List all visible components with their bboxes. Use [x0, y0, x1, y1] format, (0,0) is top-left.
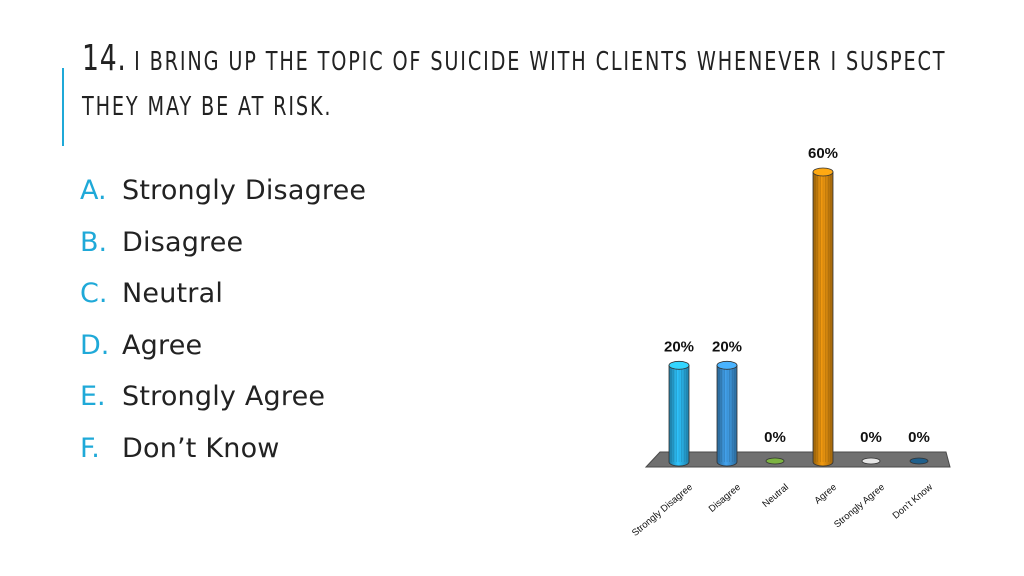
option-letter: D.: [80, 329, 110, 361]
category-label: Strongly Disagree: [630, 482, 695, 539]
option-label: Strongly Disagree: [122, 175, 367, 206]
bar-top: [812, 167, 834, 177]
option-label: Disagree: [122, 226, 244, 258]
data-label: 0%: [908, 429, 930, 446]
data-label: 20%: [712, 338, 742, 355]
bar-top: [716, 360, 738, 370]
option-label: Agree: [122, 329, 203, 361]
option-letter: F.: [80, 432, 100, 464]
category-label: Don’t Know: [891, 482, 935, 522]
option-e: E. Strongly Agree: [80, 374, 366, 426]
data-label: 60%: [808, 145, 838, 162]
category-label: Neutral: [760, 482, 791, 510]
question-text: I bring up the topic of suicide with cli…: [82, 47, 947, 122]
data-label: 20%: [664, 338, 694, 355]
category-label: Strongly Agree: [832, 482, 887, 530]
option-letter: B.: [80, 226, 108, 258]
option-letter: A.: [80, 175, 107, 206]
data-label: 0%: [764, 429, 786, 446]
bar: [765, 457, 785, 465]
option-letter: E.: [80, 381, 106, 412]
answer-options: A. Strongly Disagree B. Disagree C. Neutral…: [80, 168, 366, 477]
option-label: Don’t Know: [122, 432, 280, 464]
option-letter: C.: [80, 278, 108, 309]
category-label: Agree: [812, 482, 838, 507]
bar-top: [668, 360, 690, 370]
slide-title: 14. I bring up the topic of suicide with…: [82, 38, 955, 128]
option-a: A. Strongly Disagree: [80, 168, 366, 220]
accent-bar: [62, 68, 64, 146]
bar: [861, 457, 881, 465]
option-c: C. Neutral: [80, 271, 366, 323]
question-number: 14.: [82, 38, 127, 79]
option-b: B. Disagree: [80, 220, 366, 272]
option-label: Neutral: [122, 278, 224, 309]
option-label: Strongly Agree: [122, 381, 326, 412]
option-f: F. Don’t Know: [80, 426, 366, 478]
data-label: 0%: [860, 429, 882, 446]
option-d: D. Agree: [80, 323, 366, 375]
response-chart: 20% Strongly Disagree 20% Disagree 0% Neutral…: [630, 145, 951, 539]
chart-floor: [644, 451, 951, 468]
bar: [909, 457, 929, 465]
category-label: Disagree: [707, 482, 743, 515]
